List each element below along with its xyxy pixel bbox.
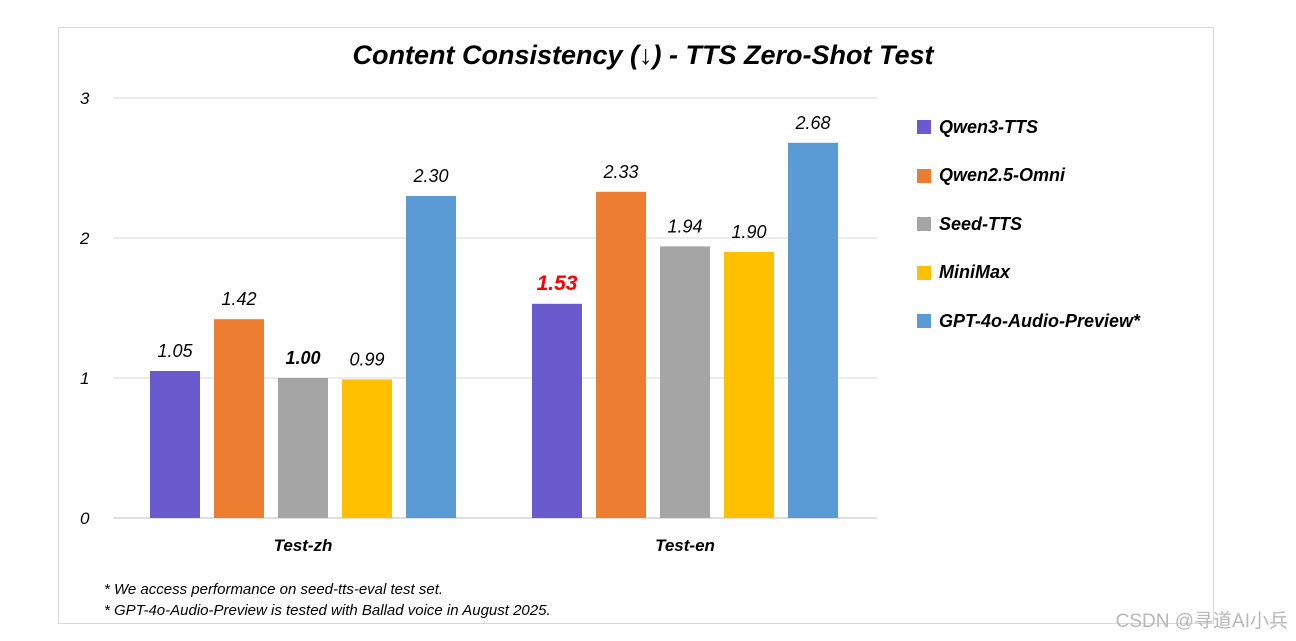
bar <box>596 191 646 519</box>
legend-swatch <box>917 217 931 232</box>
data-label: 0.99 <box>349 349 384 369</box>
bar <box>660 246 710 518</box>
chart-legend: Qwen3-TTS Qwen2.5-Omni Seed-TTS MiniMax GPT-… <box>917 103 1140 346</box>
footnotes: * We access performance on seed-tts-eval… <box>104 579 551 621</box>
legend-swatch <box>917 120 931 135</box>
legend-swatch <box>917 265 931 280</box>
legend-label: Qwen2.5-Omni <box>939 165 1066 186</box>
bar <box>342 379 392 518</box>
data-label: 1.05 <box>157 341 193 361</box>
y-tick-label: 1 <box>80 369 89 388</box>
x-tick-label: Test-zh <box>274 536 333 555</box>
y-tick-label: 0 <box>80 509 90 528</box>
legend-swatch <box>917 314 931 329</box>
bar <box>788 142 838 519</box>
legend-swatch <box>917 168 931 183</box>
legend-item: Seed-TTS <box>917 200 1140 249</box>
bar <box>278 378 328 518</box>
data-label: 1.94 <box>667 216 702 236</box>
data-label: 1.00 <box>285 348 320 368</box>
footnote: * GPT-4o-Audio-Preview is tested with Ba… <box>104 602 551 619</box>
y-tick-label: 2 <box>79 229 90 248</box>
bar <box>724 252 774 518</box>
legend-item: Qwen2.5-Omni <box>917 152 1140 201</box>
footnote: * We access performance on seed-tts-eval… <box>104 581 444 598</box>
data-label: 2.33 <box>602 162 638 182</box>
watermark: CSDN @寻道AI小兵 <box>1115 611 1288 632</box>
data-label: 1.90 <box>731 222 766 242</box>
data-label: 2.30 <box>412 166 448 186</box>
data-label: 1.42 <box>221 289 256 309</box>
chart-title: Content Consistency (↓) - TTS Zero-Shot … <box>352 40 934 70</box>
legend-item: Qwen3-TTS <box>917 103 1140 152</box>
legend-item: GPT-4o-Audio-Preview* <box>917 297 1140 346</box>
bar <box>150 371 200 518</box>
data-label: 2.68 <box>794 113 830 133</box>
legend-label: Qwen3-TTS <box>939 116 1039 137</box>
x-tick-label: Test-en <box>655 536 715 555</box>
bar <box>214 319 264 518</box>
legend-label: GPT-4o-Audio-Preview* <box>939 310 1141 331</box>
bar <box>532 303 582 518</box>
legend-label: Seed-TTS <box>939 213 1023 234</box>
y-tick-label: 3 <box>80 89 90 108</box>
bar <box>406 196 456 518</box>
legend-item: MiniMax <box>917 249 1140 298</box>
legend-label: MiniMax <box>939 262 1011 283</box>
data-label: 1.53 <box>537 272 578 295</box>
